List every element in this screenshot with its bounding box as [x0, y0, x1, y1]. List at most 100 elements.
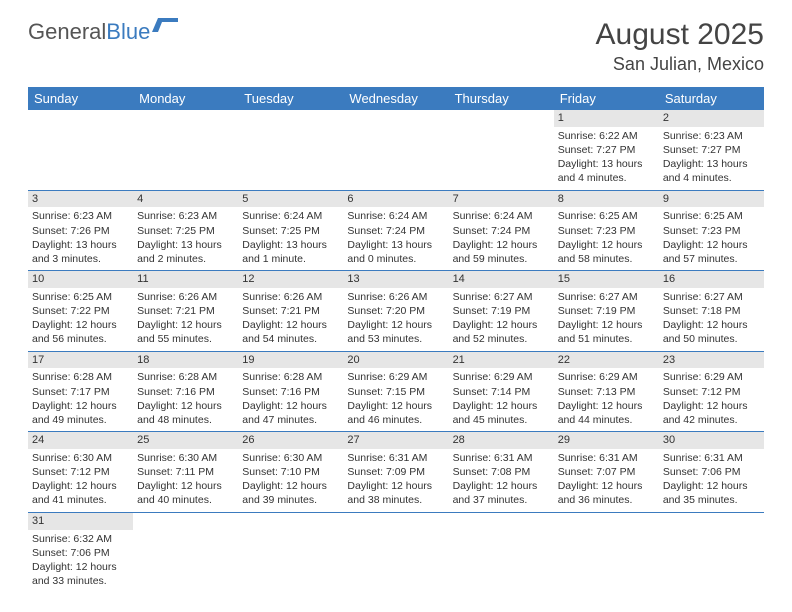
sunset-text: Sunset: 7:25 PM	[242, 224, 339, 238]
day-number: 11	[133, 271, 238, 288]
day-number: 12	[238, 271, 343, 288]
calendar-cell: 13Sunrise: 6:26 AMSunset: 7:20 PMDayligh…	[343, 271, 448, 352]
sunset-text: Sunset: 7:07 PM	[558, 465, 655, 479]
daylight-text: Daylight: 12 hours and 55 minutes.	[137, 318, 234, 346]
sunset-text: Sunset: 7:12 PM	[32, 465, 129, 479]
calendar-cell	[449, 512, 554, 592]
calendar-week-row: 10Sunrise: 6:25 AMSunset: 7:22 PMDayligh…	[28, 271, 764, 352]
day-details: Sunrise: 6:28 AMSunset: 7:16 PMDaylight:…	[133, 368, 238, 431]
sunrise-text: Sunrise: 6:25 AM	[558, 209, 655, 223]
daylight-text: Daylight: 12 hours and 41 minutes.	[32, 479, 129, 507]
day-details: Sunrise: 6:31 AMSunset: 7:09 PMDaylight:…	[343, 449, 448, 512]
day-number: 2	[659, 110, 764, 127]
sunrise-text: Sunrise: 6:29 AM	[558, 370, 655, 384]
daylight-text: Daylight: 12 hours and 53 minutes.	[347, 318, 444, 346]
calendar-cell: 17Sunrise: 6:28 AMSunset: 7:17 PMDayligh…	[28, 351, 133, 432]
sunrise-text: Sunrise: 6:23 AM	[32, 209, 129, 223]
day-details: Sunrise: 6:26 AMSunset: 7:20 PMDaylight:…	[343, 288, 448, 351]
calendar-cell: 27Sunrise: 6:31 AMSunset: 7:09 PMDayligh…	[343, 432, 448, 513]
day-number: 30	[659, 432, 764, 449]
calendar-cell: 29Sunrise: 6:31 AMSunset: 7:07 PMDayligh…	[554, 432, 659, 513]
day-number: 21	[449, 352, 554, 369]
day-number: 1	[554, 110, 659, 127]
sunrise-text: Sunrise: 6:26 AM	[347, 290, 444, 304]
calendar-cell: 14Sunrise: 6:27 AMSunset: 7:19 PMDayligh…	[449, 271, 554, 352]
day-details: Sunrise: 6:30 AMSunset: 7:12 PMDaylight:…	[28, 449, 133, 512]
sunset-text: Sunset: 7:23 PM	[663, 224, 760, 238]
daylight-text: Daylight: 13 hours and 1 minute.	[242, 238, 339, 266]
daylight-text: Daylight: 12 hours and 50 minutes.	[663, 318, 760, 346]
daylight-text: Daylight: 12 hours and 54 minutes.	[242, 318, 339, 346]
calendar-cell	[238, 110, 343, 190]
weekday-header: Wednesday	[343, 87, 448, 110]
day-number: 15	[554, 271, 659, 288]
daylight-text: Daylight: 12 hours and 51 minutes.	[558, 318, 655, 346]
day-details: Sunrise: 6:31 AMSunset: 7:06 PMDaylight:…	[659, 449, 764, 512]
calendar-cell: 19Sunrise: 6:28 AMSunset: 7:16 PMDayligh…	[238, 351, 343, 432]
sunset-text: Sunset: 7:24 PM	[347, 224, 444, 238]
day-number: 24	[28, 432, 133, 449]
day-number: 8	[554, 191, 659, 208]
calendar-week-row: 31Sunrise: 6:32 AMSunset: 7:06 PMDayligh…	[28, 512, 764, 592]
day-number: 22	[554, 352, 659, 369]
calendar-cell: 10Sunrise: 6:25 AMSunset: 7:22 PMDayligh…	[28, 271, 133, 352]
calendar-cell: 31Sunrise: 6:32 AMSunset: 7:06 PMDayligh…	[28, 512, 133, 592]
sunrise-text: Sunrise: 6:30 AM	[32, 451, 129, 465]
sunrise-text: Sunrise: 6:26 AM	[242, 290, 339, 304]
day-number: 17	[28, 352, 133, 369]
daylight-text: Daylight: 12 hours and 49 minutes.	[32, 399, 129, 427]
calendar-cell	[28, 110, 133, 190]
weekday-header: Saturday	[659, 87, 764, 110]
day-details: Sunrise: 6:24 AMSunset: 7:25 PMDaylight:…	[238, 207, 343, 270]
day-details: Sunrise: 6:23 AMSunset: 7:27 PMDaylight:…	[659, 127, 764, 190]
sunset-text: Sunset: 7:20 PM	[347, 304, 444, 318]
sunset-text: Sunset: 7:11 PM	[137, 465, 234, 479]
day-number: 4	[133, 191, 238, 208]
day-details: Sunrise: 6:23 AMSunset: 7:25 PMDaylight:…	[133, 207, 238, 270]
calendar-cell	[343, 110, 448, 190]
day-details: Sunrise: 6:29 AMSunset: 7:14 PMDaylight:…	[449, 368, 554, 431]
day-number: 16	[659, 271, 764, 288]
sunrise-text: Sunrise: 6:27 AM	[558, 290, 655, 304]
day-details: Sunrise: 6:28 AMSunset: 7:17 PMDaylight:…	[28, 368, 133, 431]
day-details: Sunrise: 6:25 AMSunset: 7:23 PMDaylight:…	[659, 207, 764, 270]
calendar-cell	[238, 512, 343, 592]
daylight-text: Daylight: 12 hours and 42 minutes.	[663, 399, 760, 427]
calendar-cell	[449, 110, 554, 190]
calendar-week-row: 1Sunrise: 6:22 AMSunset: 7:27 PMDaylight…	[28, 110, 764, 190]
calendar-cell: 12Sunrise: 6:26 AMSunset: 7:21 PMDayligh…	[238, 271, 343, 352]
sunrise-text: Sunrise: 6:28 AM	[137, 370, 234, 384]
day-number: 3	[28, 191, 133, 208]
calendar-cell: 22Sunrise: 6:29 AMSunset: 7:13 PMDayligh…	[554, 351, 659, 432]
day-number: 28	[449, 432, 554, 449]
daylight-text: Daylight: 13 hours and 4 minutes.	[558, 157, 655, 185]
day-details: Sunrise: 6:29 AMSunset: 7:13 PMDaylight:…	[554, 368, 659, 431]
daylight-text: Daylight: 12 hours and 45 minutes.	[453, 399, 550, 427]
calendar-cell: 2Sunrise: 6:23 AMSunset: 7:27 PMDaylight…	[659, 110, 764, 190]
day-details: Sunrise: 6:25 AMSunset: 7:22 PMDaylight:…	[28, 288, 133, 351]
day-number: 7	[449, 191, 554, 208]
day-details: Sunrise: 6:26 AMSunset: 7:21 PMDaylight:…	[238, 288, 343, 351]
weekday-header-row: Sunday Monday Tuesday Wednesday Thursday…	[28, 87, 764, 110]
sunrise-text: Sunrise: 6:24 AM	[453, 209, 550, 223]
sunrise-text: Sunrise: 6:29 AM	[453, 370, 550, 384]
calendar-cell	[133, 512, 238, 592]
daylight-text: Daylight: 12 hours and 40 minutes.	[137, 479, 234, 507]
day-number: 23	[659, 352, 764, 369]
sunset-text: Sunset: 7:12 PM	[663, 385, 760, 399]
sunrise-text: Sunrise: 6:31 AM	[558, 451, 655, 465]
sunrise-text: Sunrise: 6:25 AM	[32, 290, 129, 304]
day-details: Sunrise: 6:29 AMSunset: 7:12 PMDaylight:…	[659, 368, 764, 431]
sunset-text: Sunset: 7:06 PM	[32, 546, 129, 560]
day-number: 20	[343, 352, 448, 369]
sunrise-text: Sunrise: 6:30 AM	[242, 451, 339, 465]
sunset-text: Sunset: 7:27 PM	[663, 143, 760, 157]
title-block: August 2025 San Julian, Mexico	[596, 18, 764, 75]
weekday-header: Tuesday	[238, 87, 343, 110]
calendar-cell: 4Sunrise: 6:23 AMSunset: 7:25 PMDaylight…	[133, 190, 238, 271]
day-details: Sunrise: 6:30 AMSunset: 7:10 PMDaylight:…	[238, 449, 343, 512]
day-number: 13	[343, 271, 448, 288]
sunset-text: Sunset: 7:19 PM	[453, 304, 550, 318]
sunrise-text: Sunrise: 6:24 AM	[242, 209, 339, 223]
day-details: Sunrise: 6:30 AMSunset: 7:11 PMDaylight:…	[133, 449, 238, 512]
